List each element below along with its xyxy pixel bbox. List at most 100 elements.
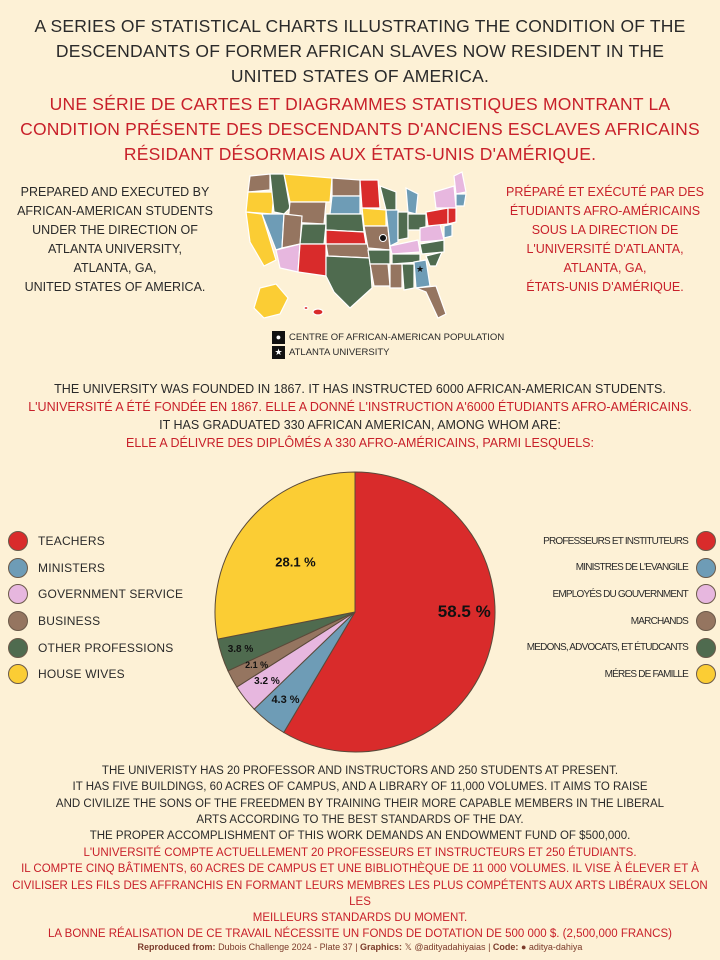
map-state (269, 173, 291, 215)
map-legend-row: ● CENTRE OF AFRICAN-AMERICAN POPULATION (272, 330, 504, 345)
title-fr-line: UNE SÉRIE DE CARTES ET DIAGRAMMES STATIS… (49, 94, 671, 114)
map-state (369, 263, 391, 287)
map-state (453, 171, 467, 195)
legend-swatch (696, 637, 716, 658)
map-state (455, 193, 467, 207)
credit-line: Reproduced from: Dubois Challenge 2024 -… (0, 942, 720, 953)
legend-item: MINISTRES DE L'EVANGILE (470, 555, 716, 582)
title-english: A SERIES OF STATISTICAL CHARTS ILLUSTRAT… (20, 14, 700, 89)
footer-fr-line: L'UNIVERSITÉ COMPTE ACTUELLEMENT 20 PROF… (83, 847, 637, 859)
title-en-line: DESCENDANTS OF FORMER AFRICAN SLAVES NOW… (55, 41, 665, 61)
map-state (385, 209, 399, 247)
atlanta-university-marker: ★ (416, 265, 424, 275)
pie-slice-value-label: 58.5 % (438, 602, 491, 621)
footer-french: L'UNIVERSITÉ COMPTE ACTUELLEMENT 20 PROF… (0, 845, 720, 943)
map-legend: ● CENTRE OF AFRICAN-AMERICAN POPULATION … (272, 330, 504, 360)
prepared-fr-line: L'UNIVERSITÉ D'ATLANTA, (526, 242, 684, 256)
map-state (401, 263, 415, 291)
legend-swatch (696, 584, 716, 605)
footer-fr-line: IL COMPTE CINQ BÂTIMENTS, 60 ACRES DE CA… (21, 863, 699, 876)
legend-item: TEACHERS (8, 528, 183, 555)
footer-en-line: AND CIVILIZE THE SONS OF THE FREEDMEN BY… (55, 797, 665, 810)
map-legend-centre-label: CENTRE OF AFRICAN-AMERICAN POPULATION (289, 332, 505, 343)
prepared-en-line: ATLANTA UNIVERSITY, (47, 242, 183, 256)
map-state (443, 223, 453, 239)
footer-en-line: IT HAS FIVE BUILDINGS, 60 ACRES OF CAMPU… (72, 781, 648, 794)
legend-swatch (696, 557, 716, 578)
title-fr-line: RÉSIDANT DÉSORMAIS AUX ÉTATS-UNIS D'AMÉR… (123, 144, 597, 164)
legend-swatch (8, 611, 28, 632)
footer-fr-line: MEILLEURS STANDARDS DU MOMENT. (252, 912, 468, 925)
prepared-en-line: AFRICAN-AMERICAN STUDENTS (17, 204, 213, 218)
pie-slice-value-label: 3.8 % (228, 644, 254, 655)
legend-label: GOVERNMENT SERVICE (38, 587, 184, 602)
pie-slice-value-label: 4.3 % (271, 694, 299, 706)
legend-label-fr: EMPLOYÉS DU GOUVERNMENT (552, 588, 688, 600)
prepared-fr-line: ÉTUDIANTS AFRO-AMÉRICAINS (509, 204, 701, 218)
population-centre-icon: ● (272, 331, 285, 344)
map-state (253, 283, 289, 319)
university-facts: THE UNIVERSITY WAS FOUNDED IN 1867. IT H… (0, 380, 720, 452)
legend-swatch (8, 664, 28, 685)
credit-separator: | (488, 942, 491, 952)
footer-fr-line: CIVILISER LES FILS DES AFFRANCHIS EN FOR… (12, 879, 708, 908)
map-state (303, 305, 309, 311)
pie-slice (214, 471, 356, 640)
map-state (297, 243, 327, 277)
legend-swatch (696, 611, 716, 632)
pie-slice (283, 471, 496, 753)
map-state (283, 173, 333, 203)
legend-label: BUSINESS (38, 614, 101, 629)
map-state (419, 223, 445, 243)
credit-reproduced-label: Reproduced from: (137, 942, 216, 952)
map-state (389, 239, 421, 255)
prepared-fr-line: ATLANTA, GA, (563, 261, 647, 275)
legend-label-fr: MINISTRES DE L'EVANGILE (575, 562, 689, 574)
map-state (419, 239, 445, 255)
prepared-en-line: UNITED STATES OF AMERICA. (24, 280, 206, 294)
github-icon: ● (520, 942, 527, 952)
map-state (325, 255, 373, 309)
legend-item: MÉRES DE FAMILLE (470, 661, 716, 688)
map-state (361, 207, 387, 227)
legend-label: TEACHERS (38, 534, 105, 549)
map-state (312, 308, 324, 316)
credit-reproduced-value: Dubois Challenge 2024 - Plate 37 (218, 942, 353, 952)
map-state (397, 211, 409, 241)
legend-item: MARCHANDS (470, 608, 716, 635)
footer-en-line: THE PROPER ACCOMPLISHMENT OF THIS WORK D… (89, 830, 631, 843)
legend-label-fr: PROFESSEURS ET INSTITUTEURS (543, 535, 689, 547)
prepared-en-line: UNDER THE DIRECTION OF (32, 223, 198, 237)
university-fact-line: THE UNIVERSITY WAS FOUNDED IN 1867. IT H… (54, 382, 666, 396)
title-fr-line: CONDITION PRÉSENTE DES DESCENDANTS D'ANC… (20, 119, 700, 139)
graduates-pie-chart: 58.5 % 4.3 % 3.2 % 2.1 % 3.8 % 28.1 % (214, 471, 496, 753)
map-state (245, 191, 275, 215)
university-fact-line: ELLE A DÉLIVRE DES DIPLÔMÉS A 330 AFRO-A… (126, 436, 594, 450)
credit-graphics-value[interactable]: @adityadahiyaias (414, 942, 486, 952)
map-state (359, 179, 381, 209)
legend-item: MEDONS, ADVOCATS, ET ÉTUDCANTS (470, 634, 716, 661)
pie-slice-value-label: 3.2 % (254, 676, 280, 687)
legend-item: HOUSE WIVES (8, 661, 183, 688)
legend-swatch (8, 584, 28, 605)
title-french: UNE SÉRIE DE CARTES ET DIAGRAMMES STATIS… (20, 92, 700, 167)
legend-item: OTHER PROFESSIONS (8, 634, 183, 661)
legend-label: MINISTERS (38, 560, 106, 575)
x-icon: 𝕏 (404, 942, 412, 952)
population-centre-marker (379, 234, 387, 242)
map-state (281, 213, 303, 249)
prepared-fr-line: ÉTATS-UNIS D'AMÉRIQUE. (526, 280, 684, 294)
map-state (389, 263, 403, 289)
footer-english: THE UNIVERISTY HAS 20 PROFESSOR AND INST… (0, 763, 720, 844)
legend-swatch (696, 531, 716, 552)
map-state (415, 285, 447, 319)
map-state (447, 207, 457, 225)
university-star-icon: ★ (272, 346, 285, 359)
map-legend-university-label: ATLANTA UNIVERSITY (289, 347, 390, 358)
legend-swatch (8, 557, 28, 578)
credit-code-value[interactable]: aditya-dahiya (528, 942, 583, 952)
credit-graphics-label: Graphics: (360, 942, 403, 952)
map-state (329, 195, 361, 215)
map-state (379, 185, 397, 211)
legend-swatch (696, 664, 716, 685)
